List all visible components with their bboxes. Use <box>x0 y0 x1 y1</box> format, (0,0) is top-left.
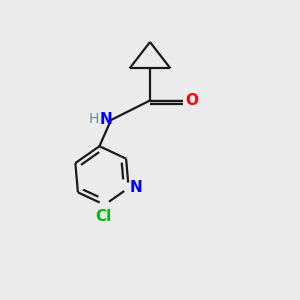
Text: O: O <box>185 93 198 108</box>
Text: N: N <box>130 180 143 195</box>
Text: H: H <box>89 112 99 126</box>
Text: N: N <box>100 112 112 127</box>
Text: Cl: Cl <box>95 209 111 224</box>
